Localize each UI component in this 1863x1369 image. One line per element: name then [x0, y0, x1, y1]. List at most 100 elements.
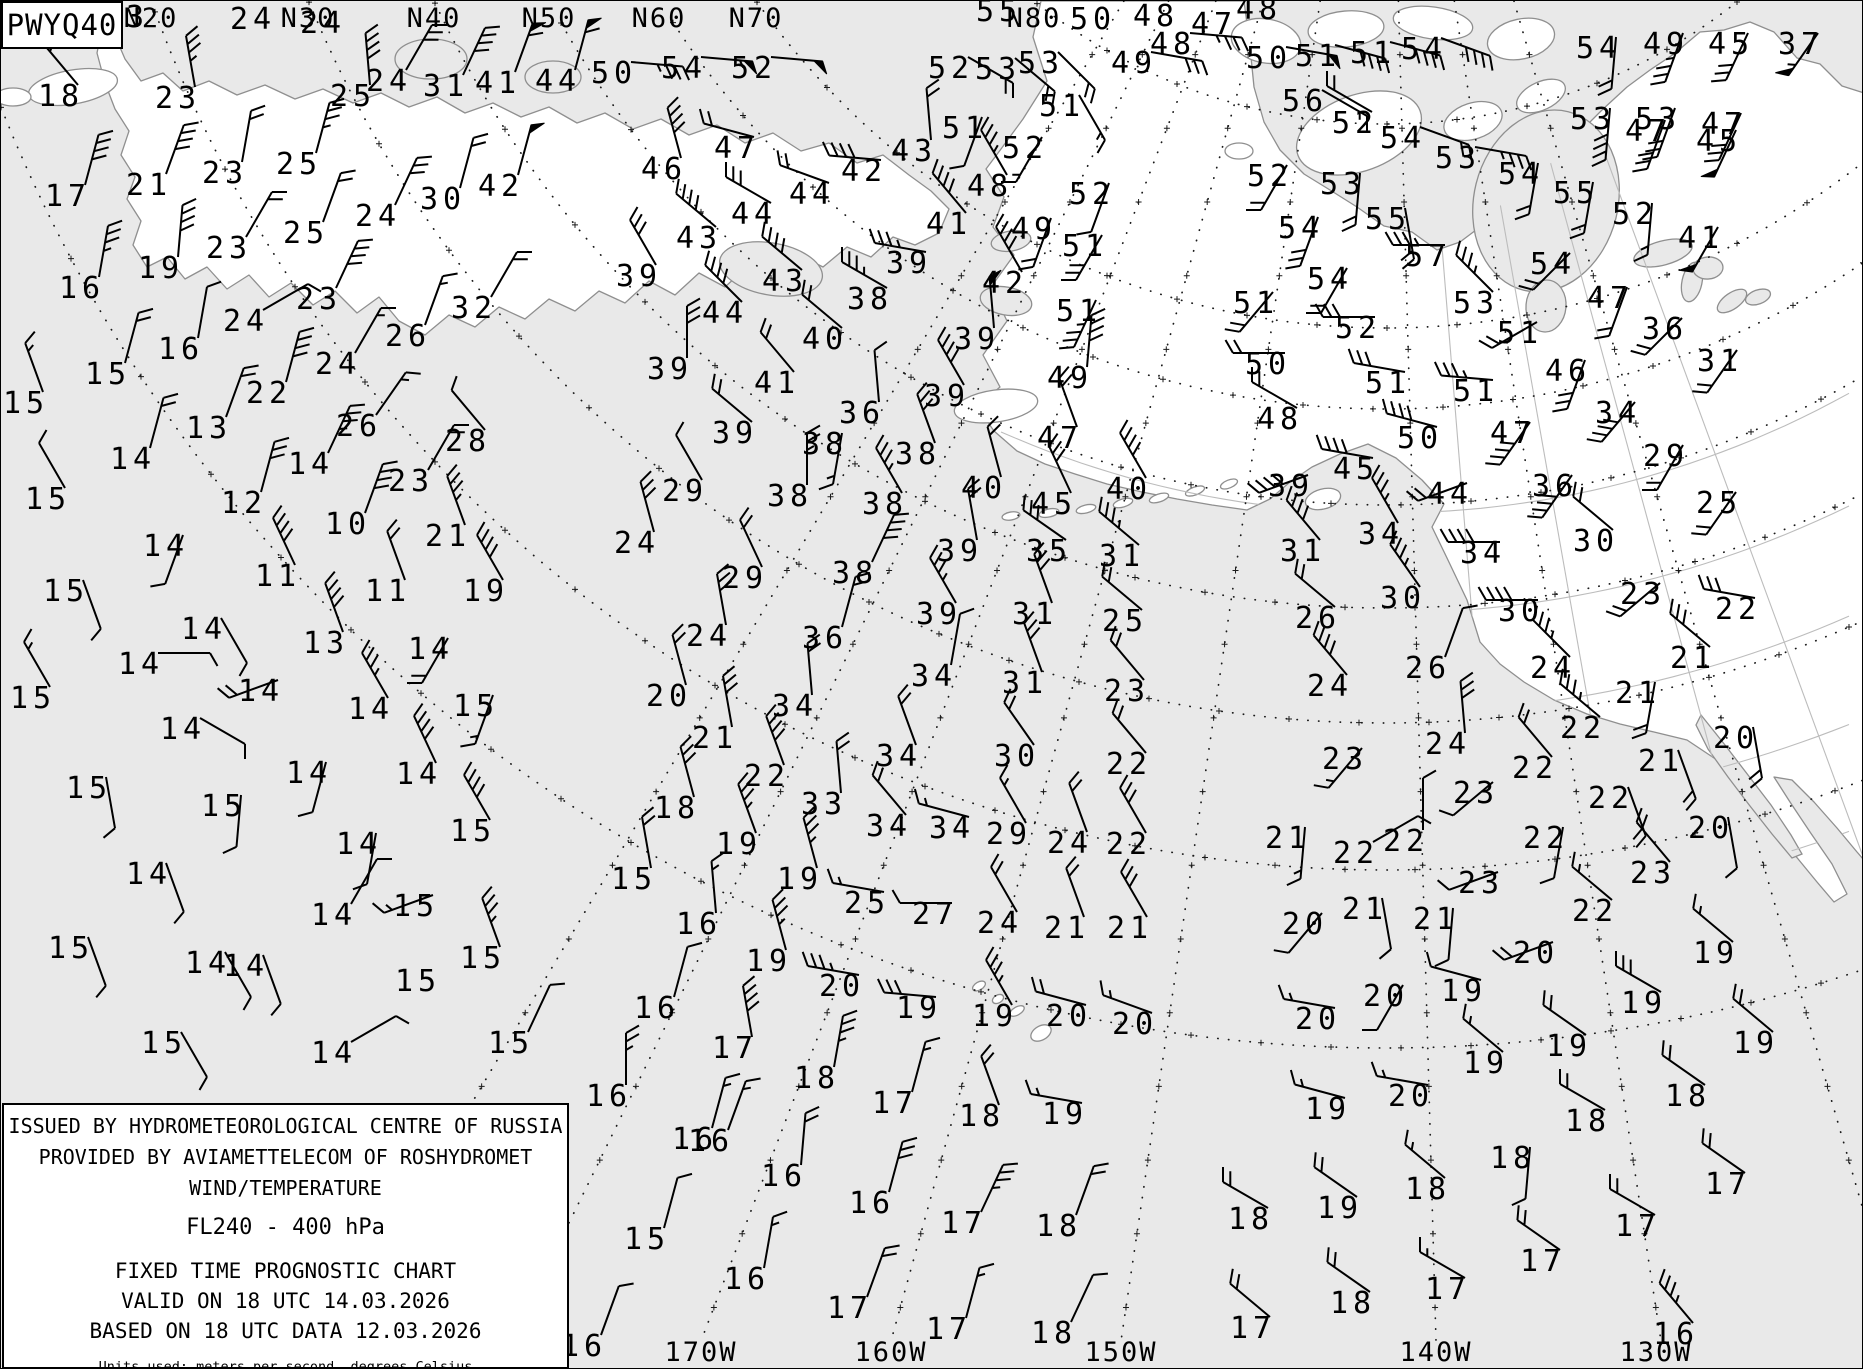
wind-barb [1315, 434, 1374, 459]
wind-barb [1569, 181, 1594, 240]
station-temp: 26 [385, 319, 431, 354]
station-temp: 14 [336, 827, 382, 862]
station-temp: 16 [724, 1262, 770, 1297]
wind-barb [1078, 94, 1106, 154]
station-temp: 31 [1002, 666, 1048, 701]
wind-barb [354, 307, 396, 354]
station: 21 [1413, 902, 1454, 968]
station-temp: 18 [1031, 1316, 1077, 1351]
wind-barb [1277, 984, 1336, 1009]
station-temp: 23 [388, 464, 434, 499]
wind-barb [1111, 698, 1147, 754]
wind-barb [574, 19, 600, 71]
wind-barb [1605, 582, 1661, 618]
station: 38 [832, 512, 909, 591]
wind-barb [460, 694, 494, 748]
info-issued-by: ISSUED BY HYDROMETEOROLOGICAL CENTRE OF … [8, 1114, 563, 1138]
island [1075, 503, 1097, 515]
station: 21 [1107, 858, 1148, 946]
wind-barb [671, 623, 687, 686]
wind-barb [1099, 980, 1153, 1014]
station: 14 [288, 403, 365, 482]
wind-barb [224, 951, 252, 1011]
station: 53 [1018, 46, 1096, 104]
wind-barb [871, 512, 909, 563]
wind-barb [371, 894, 434, 914]
station-temp: 22 [1106, 827, 1152, 862]
station: 41 [754, 317, 795, 401]
station-temp: 50 [1070, 2, 1116, 37]
station: 20 [1099, 980, 1153, 1042]
wind-barb [297, 761, 327, 818]
station-temp: 17 [1520, 1244, 1566, 1279]
wind-barb [1459, 671, 1475, 734]
station-temp: 52 [928, 51, 974, 86]
station: 56 [1282, 84, 1368, 131]
station: 44 [702, 250, 748, 331]
wind-barb [158, 652, 219, 667]
station-temp: 39 [616, 259, 662, 294]
station: 14 [181, 612, 248, 677]
station: 16 [158, 280, 222, 367]
wind-barb [1119, 774, 1147, 834]
wind-barb [980, 116, 1008, 176]
station-temp: 44 [789, 177, 835, 212]
station: 14 [396, 703, 437, 792]
station-temp: 19 [1463, 1046, 1509, 1081]
wind-barb [1101, 561, 1143, 611]
wind-barb [916, 381, 936, 444]
station-temp: 26 [1405, 651, 1451, 686]
station: 10 [325, 460, 398, 542]
station: 54 [1498, 157, 1539, 221]
wind-barb [698, 108, 755, 138]
station-temp: 52 [1002, 131, 1048, 166]
station: 15 [450, 761, 491, 849]
station-temp: 51 [1497, 316, 1543, 351]
station-temp: 23 [1104, 674, 1150, 709]
station: 46 [641, 96, 686, 187]
station-temp: 47 [1625, 114, 1671, 149]
station: 50 [1070, 2, 1116, 37]
station-temp: 15 [85, 357, 131, 392]
station-temp: 16 [672, 1122, 718, 1157]
lat-label: N80 [1007, 3, 1062, 34]
wind-barb [988, 276, 995, 329]
station: 15 [371, 889, 434, 924]
station: 26 [1405, 604, 1478, 686]
lat-label: N70 [729, 3, 784, 34]
station: 27 [891, 889, 953, 932]
station: 22 [246, 326, 315, 411]
station-temp: 30 [1573, 524, 1619, 559]
wind-barb [1485, 421, 1531, 466]
station-temp: 21 [1670, 641, 1716, 676]
station: 37 [1775, 27, 1819, 77]
wind-barb [1150, 51, 1209, 76]
wind-barb [272, 505, 296, 566]
station: 17 [1609, 1174, 1656, 1244]
wind-barb [285, 326, 315, 383]
station: 14 [348, 639, 389, 727]
station-temp: 41 [926, 207, 972, 242]
wind-barb [1400, 207, 1415, 270]
station-temp: 47 [1037, 421, 1083, 456]
station-temp: 31 [1697, 344, 1743, 379]
station: 50 [1224, 339, 1286, 382]
station-temp: 23 [202, 156, 248, 191]
station-temp: 34 [772, 689, 818, 724]
wind-barb [980, 1043, 1000, 1106]
wind-barb [913, 788, 970, 818]
station-temp: 51 [1350, 36, 1396, 71]
station: 14 [126, 857, 185, 925]
station: 52 [1326, 71, 1373, 141]
station: 22 [1333, 815, 1432, 871]
station-temp: 34 [866, 809, 912, 844]
station: 54 [1380, 121, 1473, 160]
station: 51 [1224, 286, 1274, 333]
station-temp: 46 [1545, 354, 1591, 389]
station: 51 [1056, 294, 1097, 350]
station: 15 [488, 982, 565, 1061]
station-temp: 18 [1490, 1141, 1536, 1176]
station: 21 [1265, 821, 1306, 887]
wind-barb [1539, 826, 1564, 885]
station-temp: 44 [702, 296, 748, 331]
